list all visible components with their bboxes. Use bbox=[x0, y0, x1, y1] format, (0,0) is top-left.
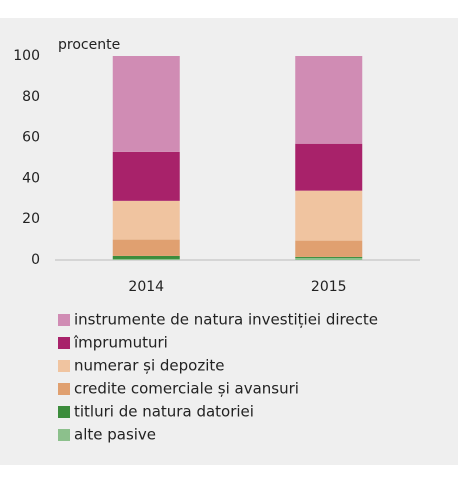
legend-swatch bbox=[58, 406, 70, 418]
y-tick-label: 40 bbox=[22, 170, 40, 186]
legend-label: instrumente de natura investiției direct… bbox=[74, 311, 378, 329]
y-tick-label: 0 bbox=[31, 252, 40, 268]
bar-segment bbox=[112, 200, 180, 240]
y-axis-label: procente bbox=[58, 37, 120, 53]
bar-segment bbox=[295, 240, 363, 257]
bar-segment bbox=[295, 56, 363, 144]
legend-swatch bbox=[58, 337, 70, 349]
x-tick-label: 2015 bbox=[311, 279, 347, 295]
y-tick-label: 80 bbox=[22, 89, 40, 105]
legend-label: titluri de natura datoriei bbox=[74, 403, 254, 421]
bar-segment bbox=[112, 258, 180, 260]
legend-swatch bbox=[58, 429, 70, 441]
bar-segment bbox=[295, 257, 363, 260]
bar-segment bbox=[112, 151, 180, 201]
bar-segment bbox=[112, 255, 180, 259]
y-tick-label: 20 bbox=[22, 211, 40, 227]
legend-label: alte pasive bbox=[74, 426, 156, 444]
bar-segment bbox=[112, 239, 180, 256]
legend-swatch bbox=[58, 360, 70, 372]
legend-swatch bbox=[58, 383, 70, 395]
bar-segment bbox=[112, 56, 180, 152]
legend-label: împrumuturi bbox=[73, 334, 168, 352]
legend-label: credite comerciale și avansuri bbox=[74, 380, 299, 398]
panel bbox=[0, 18, 458, 465]
x-tick-label: 2014 bbox=[128, 279, 164, 295]
bar-segment bbox=[295, 190, 363, 241]
bar-segment bbox=[295, 256, 363, 258]
legend-swatch bbox=[58, 314, 70, 326]
y-tick-label: 60 bbox=[22, 130, 40, 146]
legend-label: numerar și depozite bbox=[74, 357, 225, 375]
y-tick-label: 100 bbox=[13, 48, 40, 64]
bar-segment bbox=[295, 143, 363, 191]
